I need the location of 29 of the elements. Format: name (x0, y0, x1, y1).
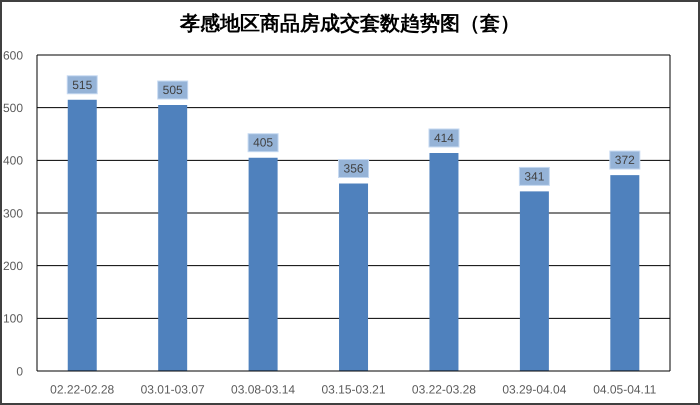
data-label: 414 (434, 130, 454, 145)
y-tick-label: 300 (2, 206, 24, 220)
y-tick-label: 600 (2, 48, 24, 62)
x-tick-label: 03.29-04.04 (502, 382, 567, 397)
x-tick-label: 03.01-03.07 (140, 382, 205, 397)
y-tick-label: 0 (16, 364, 24, 378)
y-tick-label: 500 (2, 100, 24, 115)
data-label: 515 (72, 78, 93, 92)
bar (158, 105, 188, 371)
y-tick-label: 200 (2, 258, 24, 273)
bar (248, 158, 278, 371)
chart-title: 孝感地区商品房成交套数趋势图（套） (178, 12, 521, 37)
bar (339, 184, 368, 371)
bar (68, 100, 97, 371)
bar (610, 175, 640, 371)
x-tick-label: 04.05-04.11 (593, 382, 657, 397)
y-tick-label: 400 (2, 154, 24, 168)
bar (429, 152, 458, 371)
data-label: 405 (253, 136, 274, 150)
bar (520, 191, 549, 371)
x-tick-label: 03.08-03.14 (231, 382, 296, 397)
data-label: 356 (344, 162, 364, 176)
data-label: 505 (162, 83, 184, 98)
y-tick-label: 100 (2, 312, 24, 326)
x-tick-label: 02.22-02.28 (50, 382, 115, 397)
x-tick-label: 03.15-03.21 (321, 382, 386, 397)
x-tick-label: 03.22-03.28 (412, 382, 476, 397)
data-label: 341 (524, 169, 545, 184)
data-label: 372 (614, 153, 636, 168)
